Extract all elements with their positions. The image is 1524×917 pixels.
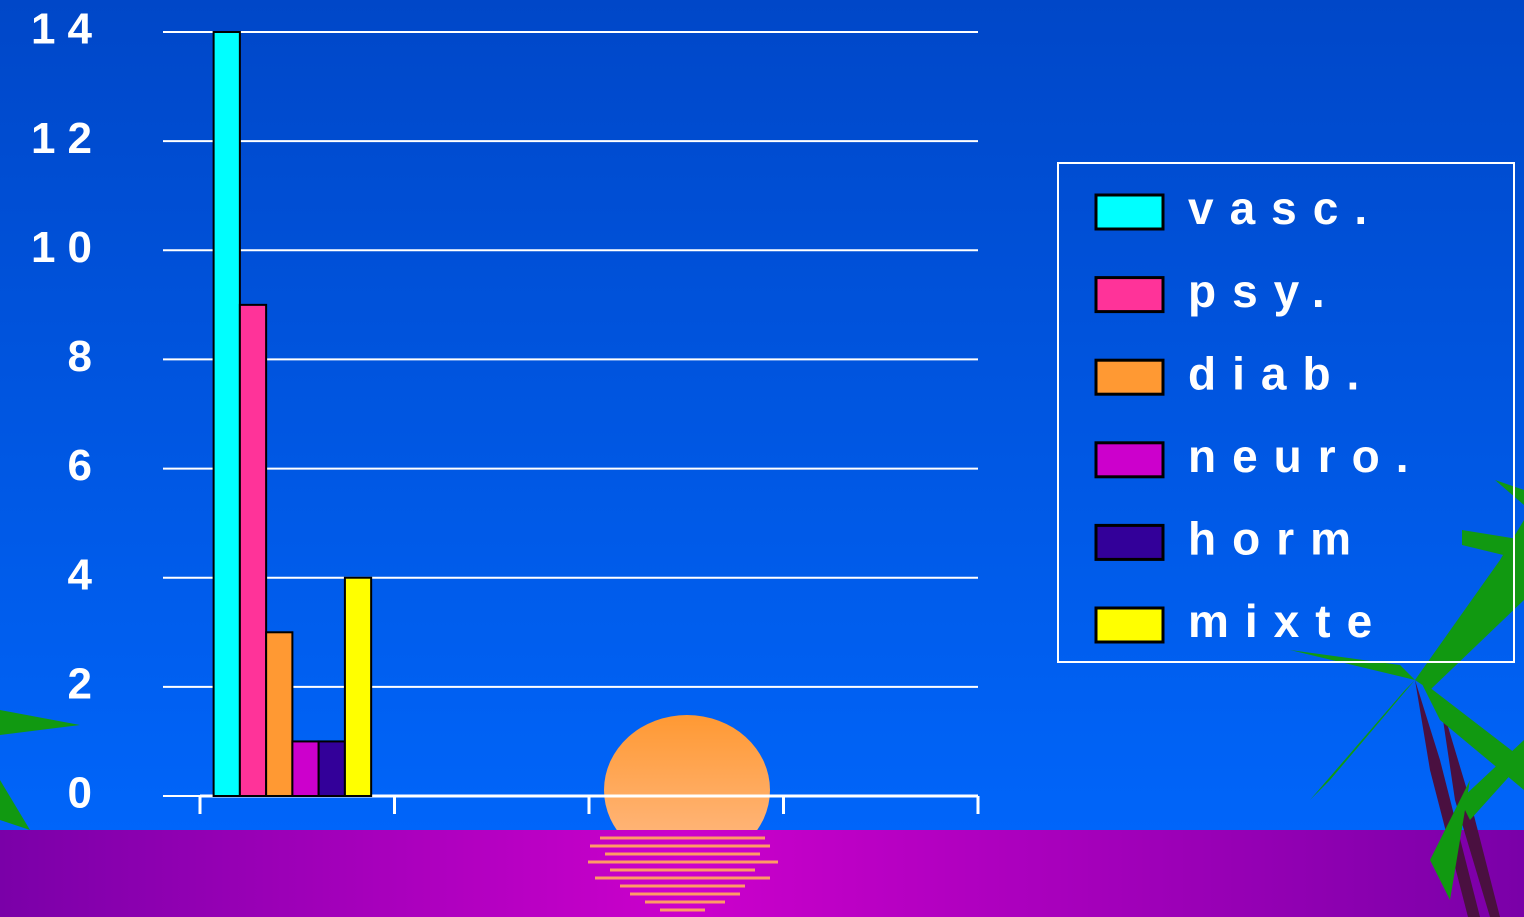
bar xyxy=(343,576,373,798)
y-tick-label: 0 xyxy=(68,769,104,818)
sea xyxy=(0,830,1524,917)
bar xyxy=(212,31,241,797)
bar xyxy=(291,740,320,798)
y-tick-label: 4 xyxy=(68,550,104,599)
y-tick-label: 2 xyxy=(68,659,104,708)
legend-swatch xyxy=(1094,523,1165,561)
legend-label: horm xyxy=(1188,513,1367,565)
legend-label: neuro. xyxy=(1188,430,1425,482)
y-tick-label: 6 xyxy=(68,441,104,490)
legend-swatch xyxy=(1094,276,1165,314)
y-tick-label: 12 xyxy=(31,114,104,163)
legend-swatch xyxy=(1094,441,1165,479)
legend-label: mixte xyxy=(1188,595,1388,647)
y-tick-label: 10 xyxy=(31,223,104,272)
sun xyxy=(604,715,770,830)
chart: 0 2 4 6 8 10 12 14 vasc. psy. diab. neuro. horm mixte xyxy=(31,5,1425,818)
legend-label: diab. xyxy=(1188,347,1375,399)
legend-swatch xyxy=(1094,606,1165,644)
legend-label: vasc. xyxy=(1188,182,1383,234)
bar xyxy=(317,740,346,798)
y-tick-label: 14 xyxy=(31,5,104,54)
sun-reflection xyxy=(588,836,778,912)
legend-box xyxy=(1057,162,1515,663)
legend-swatch xyxy=(1094,358,1165,396)
bar xyxy=(265,631,294,797)
y-tick-label: 8 xyxy=(68,332,104,381)
palm-tree xyxy=(0,480,1524,917)
legend-swatch xyxy=(1094,193,1165,231)
legend-label: psy. xyxy=(1188,265,1341,317)
bar xyxy=(238,303,268,797)
